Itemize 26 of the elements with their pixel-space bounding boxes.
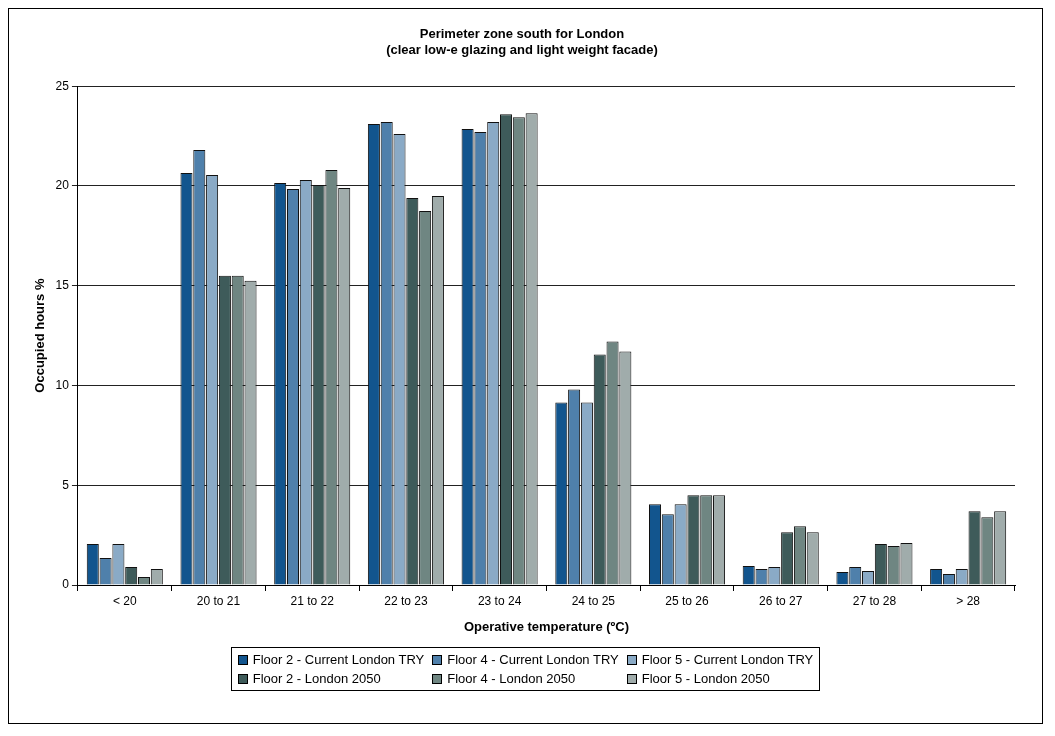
x-tick-label: < 20 — [112, 593, 137, 608]
legend-label: Floor 5 - London 2050 — [641, 671, 770, 686]
legend-label: Floor 4 - London 2050 — [447, 671, 576, 686]
x-axis-title: Operative temperature (ºC) — [463, 618, 630, 634]
x-tick-label: 25 to 26 — [665, 593, 710, 608]
y-tick-label: 15 — [55, 278, 70, 293]
y-tick-label: 10 — [55, 377, 70, 392]
y-tick-label: 0 — [62, 577, 70, 592]
x-tick-label: 21 to 22 — [290, 593, 335, 608]
legend-label: Floor 5 - Current London TRY — [641, 652, 814, 667]
x-tick-label: 24 to 25 — [571, 593, 616, 608]
y-tick-label: 25 — [55, 78, 70, 93]
legend-label: Floor 2 - London 2050 — [252, 671, 381, 686]
x-tick-label: 23 to 24 — [477, 593, 522, 608]
x-tick-label: 27 to 28 — [852, 593, 897, 608]
chart-title: Perimeter zone south for London — [419, 26, 625, 42]
chart-subtitle: (clear low-e glazing and light weight facade) — [386, 41, 658, 57]
legend-label: Floor 2 - Current London TRY — [252, 652, 425, 667]
y-axis-title: Occupied hours % — [32, 278, 48, 393]
y-tick-label: 20 — [55, 178, 70, 193]
y-tick-label: 5 — [62, 477, 70, 492]
x-tick-label: 26 to 27 — [759, 593, 803, 608]
x-tick-label: 20 to 21 — [196, 593, 241, 608]
legend-label: Floor 4 - Current London TRY — [447, 652, 619, 667]
x-tick-label: 22 to 23 — [384, 593, 428, 608]
x-tick-label: > 28 — [956, 593, 981, 608]
